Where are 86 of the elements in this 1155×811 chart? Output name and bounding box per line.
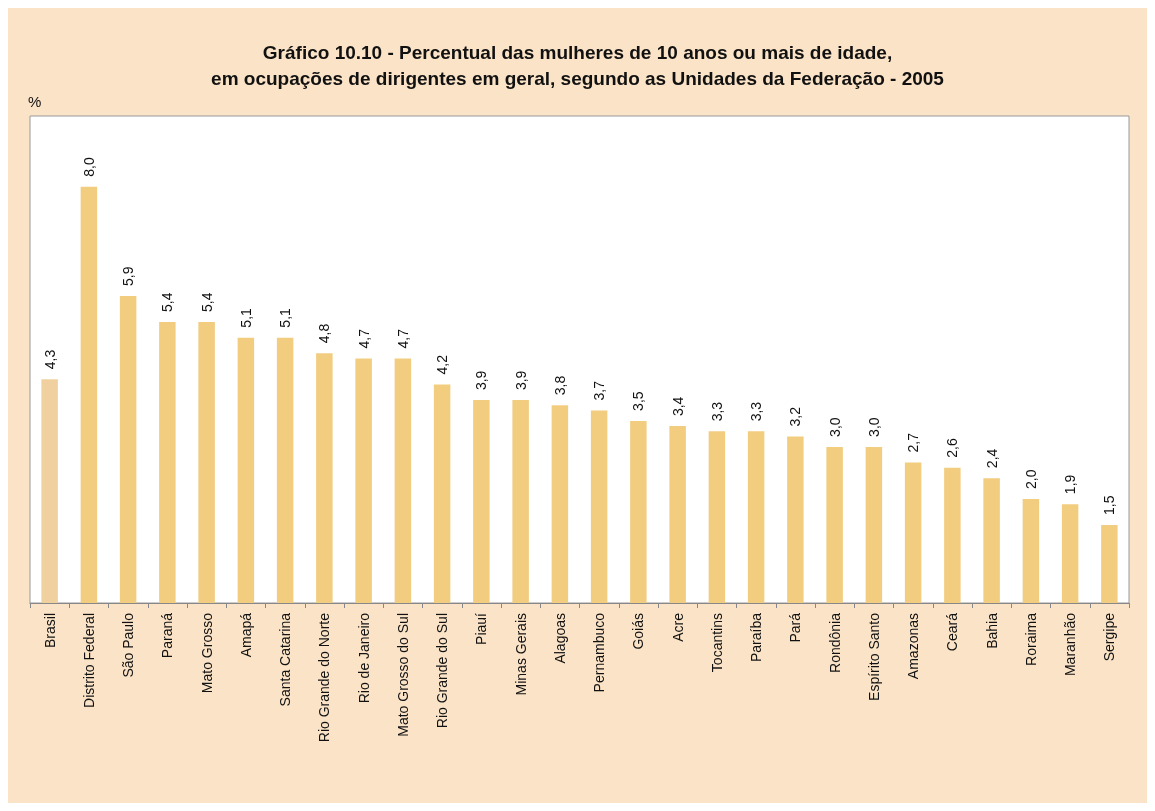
data-label: 4,2 bbox=[434, 354, 451, 375]
x-tick-label: Amazonas bbox=[905, 613, 922, 680]
bar bbox=[669, 426, 686, 603]
bar bbox=[1022, 498, 1040, 603]
x-tick-label: Paraíba bbox=[748, 612, 765, 663]
data-label: 3,3 bbox=[708, 401, 725, 422]
x-tick-label: Piauí bbox=[473, 612, 490, 645]
bar bbox=[708, 431, 726, 603]
bar bbox=[944, 467, 961, 603]
data-label: 3,9 bbox=[512, 370, 529, 391]
bar bbox=[590, 410, 608, 603]
bar bbox=[787, 436, 804, 603]
x-tick-label: Tocantins bbox=[708, 613, 725, 673]
x-tick-label: Rondônia bbox=[826, 612, 843, 673]
data-label: 1,5 bbox=[1101, 495, 1118, 515]
x-tick-label: Brasil bbox=[41, 613, 58, 649]
x-tick-label: Acre bbox=[669, 612, 686, 642]
data-label: 3,4 bbox=[669, 396, 686, 417]
x-tick-label: Paraná bbox=[159, 612, 176, 659]
bar bbox=[316, 353, 333, 603]
data-label: 3,2 bbox=[787, 406, 804, 427]
x-tick-label: Mato Grosso do Sul bbox=[394, 613, 411, 737]
data-label: 3,7 bbox=[591, 380, 608, 401]
bar bbox=[512, 400, 529, 603]
x-tick-label: Goiás bbox=[630, 613, 647, 650]
data-label: 3,5 bbox=[630, 391, 647, 411]
data-label: 4,7 bbox=[355, 328, 372, 349]
data-label: 5,4 bbox=[159, 292, 176, 313]
bar bbox=[198, 322, 215, 603]
bar bbox=[276, 337, 294, 603]
x-tick-label: Rio de Janeiro bbox=[355, 612, 372, 704]
data-label: 1,9 bbox=[1062, 474, 1079, 495]
data-label: 4,8 bbox=[316, 323, 333, 344]
bar bbox=[80, 186, 98, 603]
data-label: 5,1 bbox=[277, 307, 294, 328]
data-label: 5,1 bbox=[237, 307, 254, 328]
bar bbox=[865, 446, 883, 603]
x-tick-label: Amapá bbox=[237, 612, 254, 658]
data-label: 3,3 bbox=[748, 401, 765, 422]
bar bbox=[355, 358, 372, 603]
data-label: 2,0 bbox=[1022, 469, 1039, 489]
data-label: 3,0 bbox=[826, 417, 843, 437]
x-tick-label: Ceará bbox=[944, 612, 961, 652]
x-tick-label: Pará bbox=[787, 612, 804, 643]
data-label: 4,7 bbox=[394, 328, 411, 349]
bar bbox=[747, 431, 765, 603]
x-tick-label: Maranhão bbox=[1062, 612, 1079, 677]
bar bbox=[433, 384, 451, 603]
bar bbox=[119, 296, 137, 603]
bar bbox=[473, 400, 490, 603]
x-tick-label: Sergipe bbox=[1101, 612, 1118, 662]
x-tick-label: São Paulo bbox=[120, 612, 137, 678]
bar bbox=[1101, 524, 1118, 603]
bar bbox=[904, 462, 922, 603]
bar bbox=[237, 337, 255, 603]
data-label: 3,0 bbox=[865, 417, 882, 437]
data-label: 2,6 bbox=[944, 438, 961, 458]
x-tick-label: Roraima bbox=[1022, 612, 1039, 666]
x-tick-label: Santa Catarina bbox=[277, 612, 294, 707]
data-label: 3,9 bbox=[473, 370, 490, 391]
data-label: 8,0 bbox=[80, 157, 97, 177]
bar bbox=[630, 420, 647, 603]
x-tick-label: Minas Gerais bbox=[512, 613, 529, 696]
x-tick-label: Bahia bbox=[983, 612, 1000, 649]
data-label: 5,9 bbox=[120, 266, 137, 287]
chart-title: Gráfico 10.10 - Percentual das mulheres de 10 anos ou mais de idade, em ocupações de dirigentes em geral, segundo as Unidades da Federação - 2005 bbox=[211, 41, 945, 89]
text: % bbox=[28, 93, 42, 110]
bar bbox=[1061, 504, 1079, 603]
x-tick-label: Alagoas bbox=[551, 613, 568, 664]
bar bbox=[826, 446, 843, 603]
data-label: 2,7 bbox=[905, 432, 922, 453]
data-label: 5,4 bbox=[198, 292, 215, 313]
bar bbox=[551, 405, 569, 603]
bar bbox=[41, 379, 58, 603]
bar bbox=[394, 358, 412, 603]
x-tick-label: Distrito Federal bbox=[80, 613, 97, 708]
x-tick-label: Rio Grande do Norte bbox=[316, 612, 333, 743]
x-tick-label: Pernambuco bbox=[591, 612, 608, 693]
data-label: 2,4 bbox=[983, 448, 1000, 469]
x-tick-label: Mato Grosso bbox=[198, 612, 215, 694]
bar bbox=[159, 322, 176, 603]
data-label: 4,3 bbox=[41, 349, 58, 370]
data-label: 3,8 bbox=[551, 375, 568, 396]
x-tick-label: Espírito Santo bbox=[865, 612, 882, 701]
bar bbox=[983, 478, 1000, 603]
x-tick-label: Rio Grande do Sul bbox=[434, 613, 451, 729]
